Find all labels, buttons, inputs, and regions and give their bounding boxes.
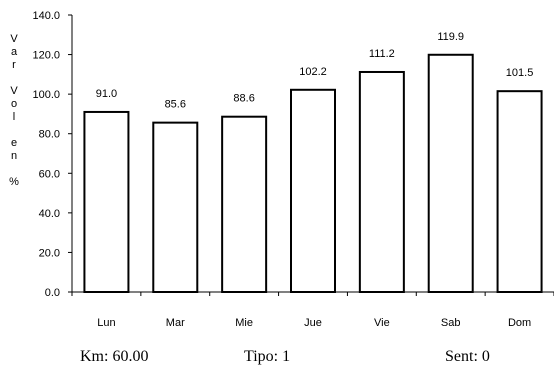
category-label: Sab	[441, 317, 461, 329]
y-tick-label: 120.0	[32, 50, 60, 62]
bar-mar	[152, 121, 199, 293]
data-label: 88.6	[233, 93, 254, 105]
y-tick-label: 140.0	[32, 10, 60, 22]
y-tick-label: 100.0	[32, 89, 60, 101]
bar-dom	[496, 90, 543, 293]
y-axis-label-char: r	[12, 59, 16, 71]
y-tick-label: 80.0	[39, 129, 60, 141]
category-label: Lun	[97, 317, 115, 329]
data-label: 91.0	[96, 88, 117, 100]
bar-sab	[427, 53, 474, 293]
footer-km: Km: 60.00	[80, 348, 148, 365]
category-label: Mar	[166, 317, 185, 329]
footer-sent: Sent: 0	[445, 348, 490, 365]
data-label: 101.5	[506, 67, 534, 79]
bar-mie	[221, 115, 268, 293]
category-label: Jue	[304, 317, 322, 329]
y-axis-label-char: V	[10, 33, 18, 45]
y-axis-label-char: n	[11, 150, 17, 162]
category-label: Mie	[235, 317, 253, 329]
y-axis-label-char: o	[11, 98, 17, 110]
category-label: Dom	[508, 317, 531, 329]
y-axis-label-char: a	[11, 46, 18, 58]
category-label: Vie	[374, 317, 390, 329]
data-label: 85.6	[165, 99, 186, 111]
y-axis-label-char: l	[13, 111, 15, 123]
y-tick-label: 20.0	[39, 247, 60, 259]
y-tick-label: 40.0	[39, 208, 60, 220]
y-axis-label-char: %	[9, 176, 19, 188]
bar-lun	[83, 110, 130, 293]
y-tick-label: 60.0	[39, 168, 60, 180]
data-label: 102.2	[299, 66, 327, 78]
y-axis-label-char: V	[10, 85, 18, 97]
bar-vie	[358, 70, 405, 293]
data-label: 111.2	[369, 48, 395, 60]
footer-tipo: Tipo: 1	[244, 348, 290, 365]
bar-jue	[290, 88, 336, 294]
data-label: 119.9	[437, 31, 464, 43]
y-tick-label: 0.0	[45, 287, 60, 299]
y-axis-label-char: e	[11, 137, 17, 149]
